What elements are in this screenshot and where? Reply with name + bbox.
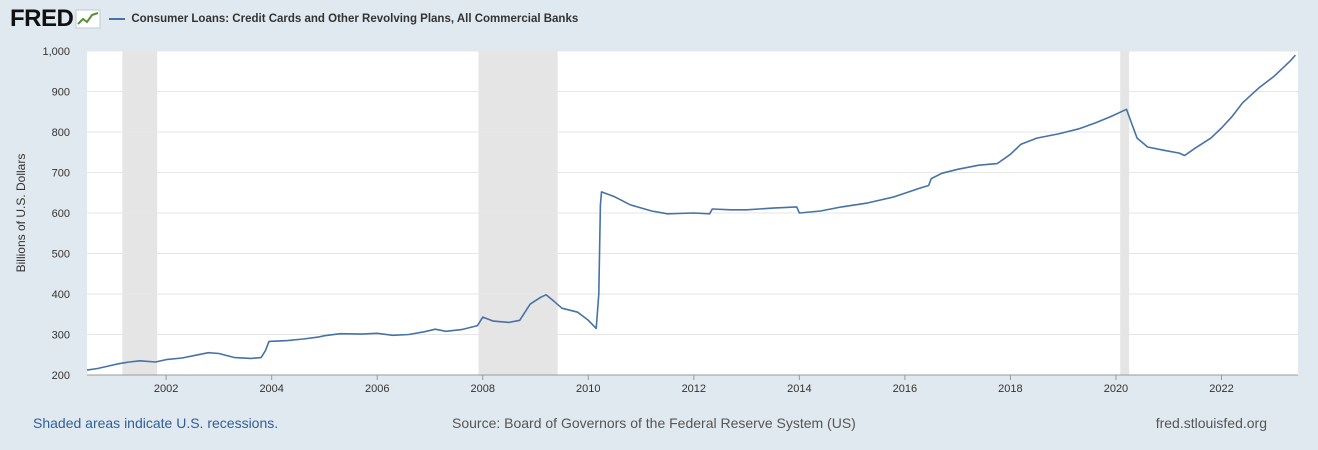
- y-tick-label: 600: [52, 208, 70, 220]
- x-tick-label: 2002: [154, 383, 178, 395]
- recession-note: Shaded areas indicate U.S. recessions.: [33, 415, 279, 431]
- x-tick-label: 2020: [1104, 383, 1128, 395]
- x-tick-label: 2010: [576, 383, 600, 395]
- source-note: Source: Board of Governors of the Federa…: [452, 415, 856, 431]
- chart-header: FRED Consumer Loans: Credit Cards and Ot…: [10, 6, 578, 32]
- y-tick-label: 800: [52, 127, 70, 139]
- line-chart: 200 300 400 500 600 700 800 900 1,000 2002 2004 200…: [14, 46, 1298, 395]
- y-tick-label: 200: [52, 370, 70, 382]
- fred-logo[interactable]: FRED: [10, 5, 74, 32]
- y-tick-label: 700: [52, 168, 70, 180]
- y-tick-label: 300: [52, 330, 70, 342]
- y-tick-label: 1,000: [42, 46, 70, 58]
- legend-series-title: Consumer Loans: Credit Cards and Other R…: [131, 13, 579, 25]
- y-tick-label: 400: [52, 289, 70, 301]
- legend-swatch: [109, 18, 126, 20]
- x-tick-label: 2018: [998, 383, 1022, 395]
- y-tick-label: 900: [52, 87, 70, 99]
- x-tick-label: 2016: [893, 383, 917, 395]
- y-tick-label: 500: [52, 249, 70, 261]
- fred-graph-icon: [75, 9, 101, 29]
- x-tick-label: 2014: [787, 383, 811, 395]
- y-axis-label: Billions of U.S. Dollars: [14, 154, 28, 273]
- x-tick-label: 2022: [1209, 383, 1233, 395]
- x-tick-label: 2008: [471, 383, 495, 395]
- x-tick-label: 2012: [682, 383, 706, 395]
- x-tick-label: 2004: [259, 383, 283, 395]
- x-tick-label: 2006: [365, 383, 389, 395]
- series-line: [86, 54, 1296, 371]
- site-link[interactable]: fred.stlouisfed.org: [1155, 415, 1267, 431]
